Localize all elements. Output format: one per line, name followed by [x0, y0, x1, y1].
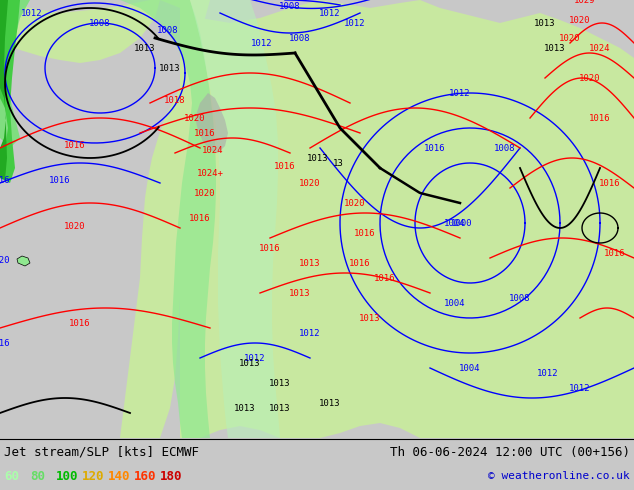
Text: 1016: 1016 [0, 175, 11, 185]
Text: 1016: 1016 [349, 259, 371, 268]
Text: 1012: 1012 [569, 384, 591, 392]
Text: 1016: 1016 [0, 339, 11, 347]
Text: 1013: 1013 [544, 44, 566, 52]
Text: 1012: 1012 [320, 8, 340, 18]
Text: 1016: 1016 [259, 244, 281, 252]
Text: Jet stream/SLP [kts] ECMWF: Jet stream/SLP [kts] ECMWF [4, 445, 199, 459]
Text: 1018: 1018 [164, 96, 186, 104]
Text: 1013: 1013 [359, 314, 381, 322]
Text: 1008: 1008 [89, 19, 111, 27]
Text: 1024+: 1024+ [197, 169, 223, 177]
Text: 1016: 1016 [599, 178, 621, 188]
Text: 1008: 1008 [509, 294, 531, 302]
Text: 1013: 1013 [534, 19, 556, 27]
Text: 1024: 1024 [202, 146, 224, 154]
Text: 13: 13 [333, 158, 344, 168]
Text: 1012: 1012 [244, 353, 266, 363]
Text: 1012: 1012 [344, 19, 366, 27]
Text: 1013: 1013 [269, 378, 291, 388]
Text: 1008: 1008 [495, 144, 515, 152]
Text: 1013: 1013 [299, 259, 321, 268]
Text: 1020: 1020 [559, 33, 581, 43]
Text: 1008: 1008 [279, 1, 301, 10]
Text: 100: 100 [56, 469, 79, 483]
Text: 1013: 1013 [307, 153, 329, 163]
Text: 1020: 1020 [344, 198, 366, 207]
Text: 1024: 1024 [589, 44, 611, 52]
Text: 1004: 1004 [444, 219, 466, 227]
Text: 1012: 1012 [299, 328, 321, 338]
Text: 1016: 1016 [194, 128, 216, 138]
Text: 1008: 1008 [157, 25, 179, 34]
Text: 1029: 1029 [574, 0, 596, 4]
Text: 1013: 1013 [239, 359, 261, 368]
Polygon shape [0, 0, 8, 180]
Text: 1013: 1013 [320, 398, 340, 408]
Text: 1016: 1016 [354, 228, 376, 238]
Polygon shape [0, 0, 160, 63]
Text: 60: 60 [4, 469, 19, 483]
Text: 1016: 1016 [275, 162, 295, 171]
Text: 1020: 1020 [569, 16, 591, 24]
Text: 1020: 1020 [184, 114, 206, 122]
Text: 160: 160 [134, 469, 157, 483]
Text: 1012: 1012 [22, 8, 42, 18]
Text: 1013: 1013 [134, 44, 156, 52]
Text: 1008: 1008 [289, 33, 311, 43]
Polygon shape [195, 93, 228, 153]
Text: 1016: 1016 [424, 144, 446, 152]
Text: 120: 120 [82, 469, 105, 483]
Polygon shape [17, 256, 30, 266]
Text: 1016: 1016 [589, 114, 611, 122]
Polygon shape [120, 0, 210, 438]
Text: Th 06-06-2024 12:00 UTC (00+156): Th 06-06-2024 12:00 UTC (00+156) [390, 445, 630, 459]
Text: 1016: 1016 [190, 214, 210, 222]
Polygon shape [190, 0, 280, 438]
Text: 1020: 1020 [64, 221, 86, 230]
Text: 1016: 1016 [69, 318, 91, 327]
Text: 1016: 1016 [49, 175, 71, 185]
Text: 1016: 1016 [64, 141, 86, 149]
Text: 1004: 1004 [444, 298, 466, 308]
Text: 1012: 1012 [251, 39, 273, 48]
Text: 1013: 1013 [159, 64, 181, 73]
Text: 1012: 1012 [537, 368, 559, 377]
Text: 1016: 1016 [604, 248, 626, 258]
Text: 1020: 1020 [194, 189, 216, 197]
Polygon shape [120, 0, 216, 438]
Text: 180: 180 [160, 469, 183, 483]
Text: 1020: 1020 [299, 178, 321, 188]
Polygon shape [180, 0, 634, 438]
Text: 80: 80 [30, 469, 45, 483]
Text: 1013: 1013 [289, 289, 311, 297]
Text: 1013: 1013 [269, 403, 291, 413]
Text: 1016: 1016 [374, 273, 396, 283]
Text: 140: 140 [108, 469, 131, 483]
Text: 1000: 1000 [451, 219, 473, 227]
Text: 1020: 1020 [579, 74, 601, 82]
Polygon shape [0, 0, 30, 148]
Polygon shape [0, 0, 20, 183]
Text: © weatheronline.co.uk: © weatheronline.co.uk [488, 471, 630, 481]
Text: 1013: 1013 [234, 403, 256, 413]
Text: 1012: 1012 [450, 89, 471, 98]
Text: 1004: 1004 [459, 364, 481, 372]
Text: 1020: 1020 [0, 255, 11, 265]
